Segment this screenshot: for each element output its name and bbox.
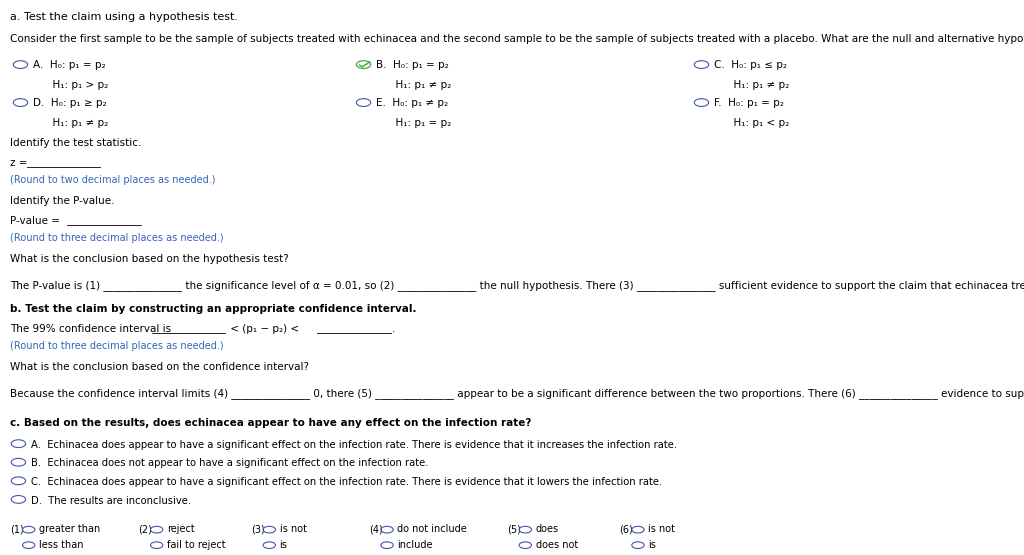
Text: is: is	[280, 539, 288, 549]
Text: do not include: do not include	[397, 524, 467, 534]
Text: H₁: p₁ ≠ p₂: H₁: p₁ ≠ p₂	[376, 80, 451, 90]
Text: Because the confidence interval limits (4) _______________ 0, there (5) ________: Because the confidence interval limits (…	[10, 388, 1024, 398]
Text: What is the conclusion based on the hypothesis test?: What is the conclusion based on the hypo…	[10, 254, 289, 264]
Text: A.  H₀: p₁ = p₂: A. H₀: p₁ = p₂	[33, 60, 105, 70]
Text: C.  H₀: p₁ ≤ p₂: C. H₀: p₁ ≤ p₂	[714, 60, 786, 70]
Text: The 99% confidence interval is: The 99% confidence interval is	[10, 324, 175, 334]
Text: does not: does not	[536, 539, 578, 549]
Text: B.  Echinacea does not appear to have a significant effect on the infection rate: B. Echinacea does not appear to have a s…	[31, 458, 428, 468]
Text: is not: is not	[648, 524, 675, 534]
Text: E.  H₀: p₁ ≠ p₂: E. H₀: p₁ ≠ p₂	[376, 98, 447, 108]
Text: fail to reject: fail to reject	[167, 539, 225, 549]
Text: less than: less than	[39, 539, 83, 549]
Text: < (p₁ − p₂) <: < (p₁ − p₂) <	[227, 324, 303, 334]
Text: (2): (2)	[138, 524, 153, 534]
Text: z =: z =	[10, 158, 31, 168]
Text: is: is	[648, 539, 656, 549]
Text: The P-value is (1) _______________ the significance level of α = 0.01, so (2) __: The P-value is (1) _______________ the s…	[10, 280, 1024, 291]
Text: (6): (6)	[620, 524, 633, 534]
Text: (Round to three decimal places as needed.): (Round to three decimal places as needed…	[10, 341, 224, 351]
Text: Identify the test statistic.: Identify the test statistic.	[10, 138, 141, 148]
Text: B.  H₀: p₁ = p₂: B. H₀: p₁ = p₂	[376, 60, 449, 70]
Text: b. Test the claim by constructing an appropriate confidence interval.: b. Test the claim by constructing an app…	[10, 304, 417, 314]
Text: D.  The results are inconclusive.: D. The results are inconclusive.	[31, 496, 190, 506]
Text: P-value =: P-value =	[10, 216, 63, 226]
Text: .: .	[392, 324, 395, 334]
Text: A.  Echinacea does appear to have a significant effect on the infection rate. Th: A. Echinacea does appear to have a signi…	[31, 440, 677, 450]
Text: What is the conclusion based on the confidence interval?: What is the conclusion based on the conf…	[10, 362, 309, 372]
Text: H₁: p₁ = p₂: H₁: p₁ = p₂	[376, 118, 451, 128]
Text: include: include	[397, 539, 433, 549]
Text: C.  Echinacea does appear to have a significant effect on the infection rate. Th: C. Echinacea does appear to have a signi…	[31, 477, 662, 487]
Text: (Round to two decimal places as needed.): (Round to two decimal places as needed.)	[10, 175, 216, 185]
Text: F.  H₀: p₁ = p₂: F. H₀: p₁ = p₂	[714, 98, 783, 108]
Text: does: does	[536, 524, 559, 534]
Text: H₁: p₁ ≠ p₂: H₁: p₁ ≠ p₂	[714, 80, 788, 90]
Text: Identify the P-value.: Identify the P-value.	[10, 196, 115, 206]
Text: c. Based on the results, does echinacea appear to have any effect on the infecti: c. Based on the results, does echinacea …	[10, 418, 531, 428]
Text: (Round to three decimal places as needed.): (Round to three decimal places as needed…	[10, 233, 224, 243]
Text: (3): (3)	[251, 524, 264, 534]
Text: (5): (5)	[507, 524, 521, 534]
Text: H₁: p₁ ≠ p₂: H₁: p₁ ≠ p₂	[33, 118, 108, 128]
Text: H₁: p₁ < p₂: H₁: p₁ < p₂	[714, 118, 788, 128]
Text: (4): (4)	[369, 524, 382, 534]
Text: greater than: greater than	[39, 524, 100, 534]
Text: Consider the first sample to be the sample of subjects treated with echinacea an: Consider the first sample to be the samp…	[10, 34, 1024, 44]
Text: D.  H₀: p₁ ≥ p₂: D. H₀: p₁ ≥ p₂	[33, 98, 106, 108]
Text: reject: reject	[167, 524, 195, 534]
Text: is not: is not	[280, 524, 306, 534]
Text: (1): (1)	[10, 524, 24, 534]
Text: H₁: p₁ > p₂: H₁: p₁ > p₂	[33, 80, 108, 90]
Text: a. Test the claim using a hypothesis test.: a. Test the claim using a hypothesis tes…	[10, 12, 239, 22]
